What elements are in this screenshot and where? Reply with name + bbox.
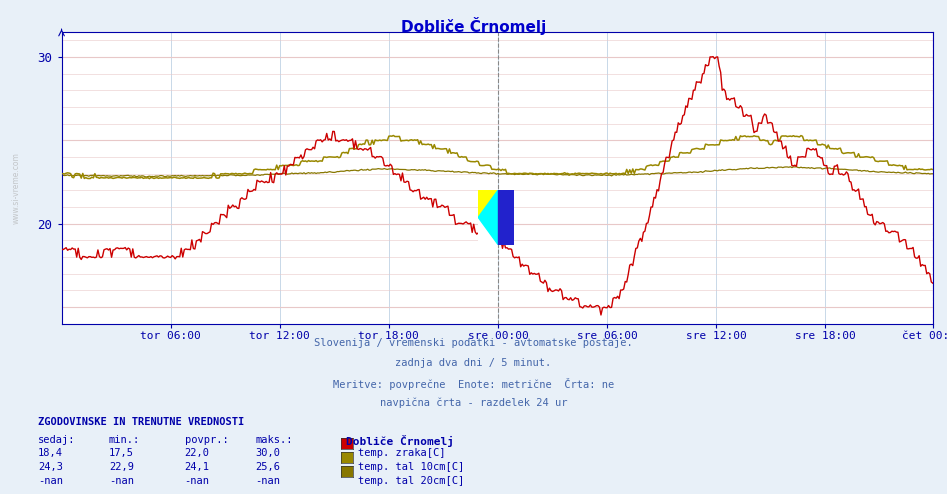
Text: temp. tal 20cm[C]: temp. tal 20cm[C] bbox=[358, 476, 464, 486]
Text: Slovenija / vremenski podatki - avtomatske postaje.: Slovenija / vremenski podatki - avtomats… bbox=[314, 338, 633, 348]
Text: 22,0: 22,0 bbox=[185, 448, 209, 458]
Text: 17,5: 17,5 bbox=[109, 448, 134, 458]
Text: -nan: -nan bbox=[38, 476, 63, 486]
Text: min.:: min.: bbox=[109, 435, 140, 445]
Text: Meritve: povprečne  Enote: metrične  Črta: ne: Meritve: povprečne Enote: metrične Črta:… bbox=[333, 378, 614, 390]
Text: -nan: -nan bbox=[185, 476, 209, 486]
Text: 24,3: 24,3 bbox=[38, 462, 63, 472]
Text: ZGODOVINSKE IN TRENUTNE VREDNOSTI: ZGODOVINSKE IN TRENUTNE VREDNOSTI bbox=[38, 417, 244, 427]
Text: Dobliče Črnomelj: Dobliče Črnomelj bbox=[401, 17, 546, 35]
Text: povpr.:: povpr.: bbox=[185, 435, 228, 445]
Text: navpična črta - razdelek 24 ur: navpična črta - razdelek 24 ur bbox=[380, 398, 567, 408]
Polygon shape bbox=[478, 190, 498, 217]
Text: maks.:: maks.: bbox=[256, 435, 294, 445]
Polygon shape bbox=[498, 190, 514, 245]
Polygon shape bbox=[478, 190, 498, 245]
Text: 18,4: 18,4 bbox=[38, 448, 63, 458]
Text: 22,9: 22,9 bbox=[109, 462, 134, 472]
Text: temp. zraka[C]: temp. zraka[C] bbox=[358, 448, 445, 458]
Text: 25,6: 25,6 bbox=[256, 462, 280, 472]
Text: temp. tal 10cm[C]: temp. tal 10cm[C] bbox=[358, 462, 464, 472]
Text: zadnja dva dni / 5 minut.: zadnja dva dni / 5 minut. bbox=[396, 358, 551, 368]
Text: -nan: -nan bbox=[256, 476, 280, 486]
Text: www.si-vreme.com: www.si-vreme.com bbox=[11, 152, 21, 224]
Text: 30,0: 30,0 bbox=[256, 448, 280, 458]
Text: sedaj:: sedaj: bbox=[38, 435, 76, 445]
Text: -nan: -nan bbox=[109, 476, 134, 486]
Text: 24,1: 24,1 bbox=[185, 462, 209, 472]
Text: Dobliče Črnomelj: Dobliče Črnomelj bbox=[346, 435, 454, 447]
